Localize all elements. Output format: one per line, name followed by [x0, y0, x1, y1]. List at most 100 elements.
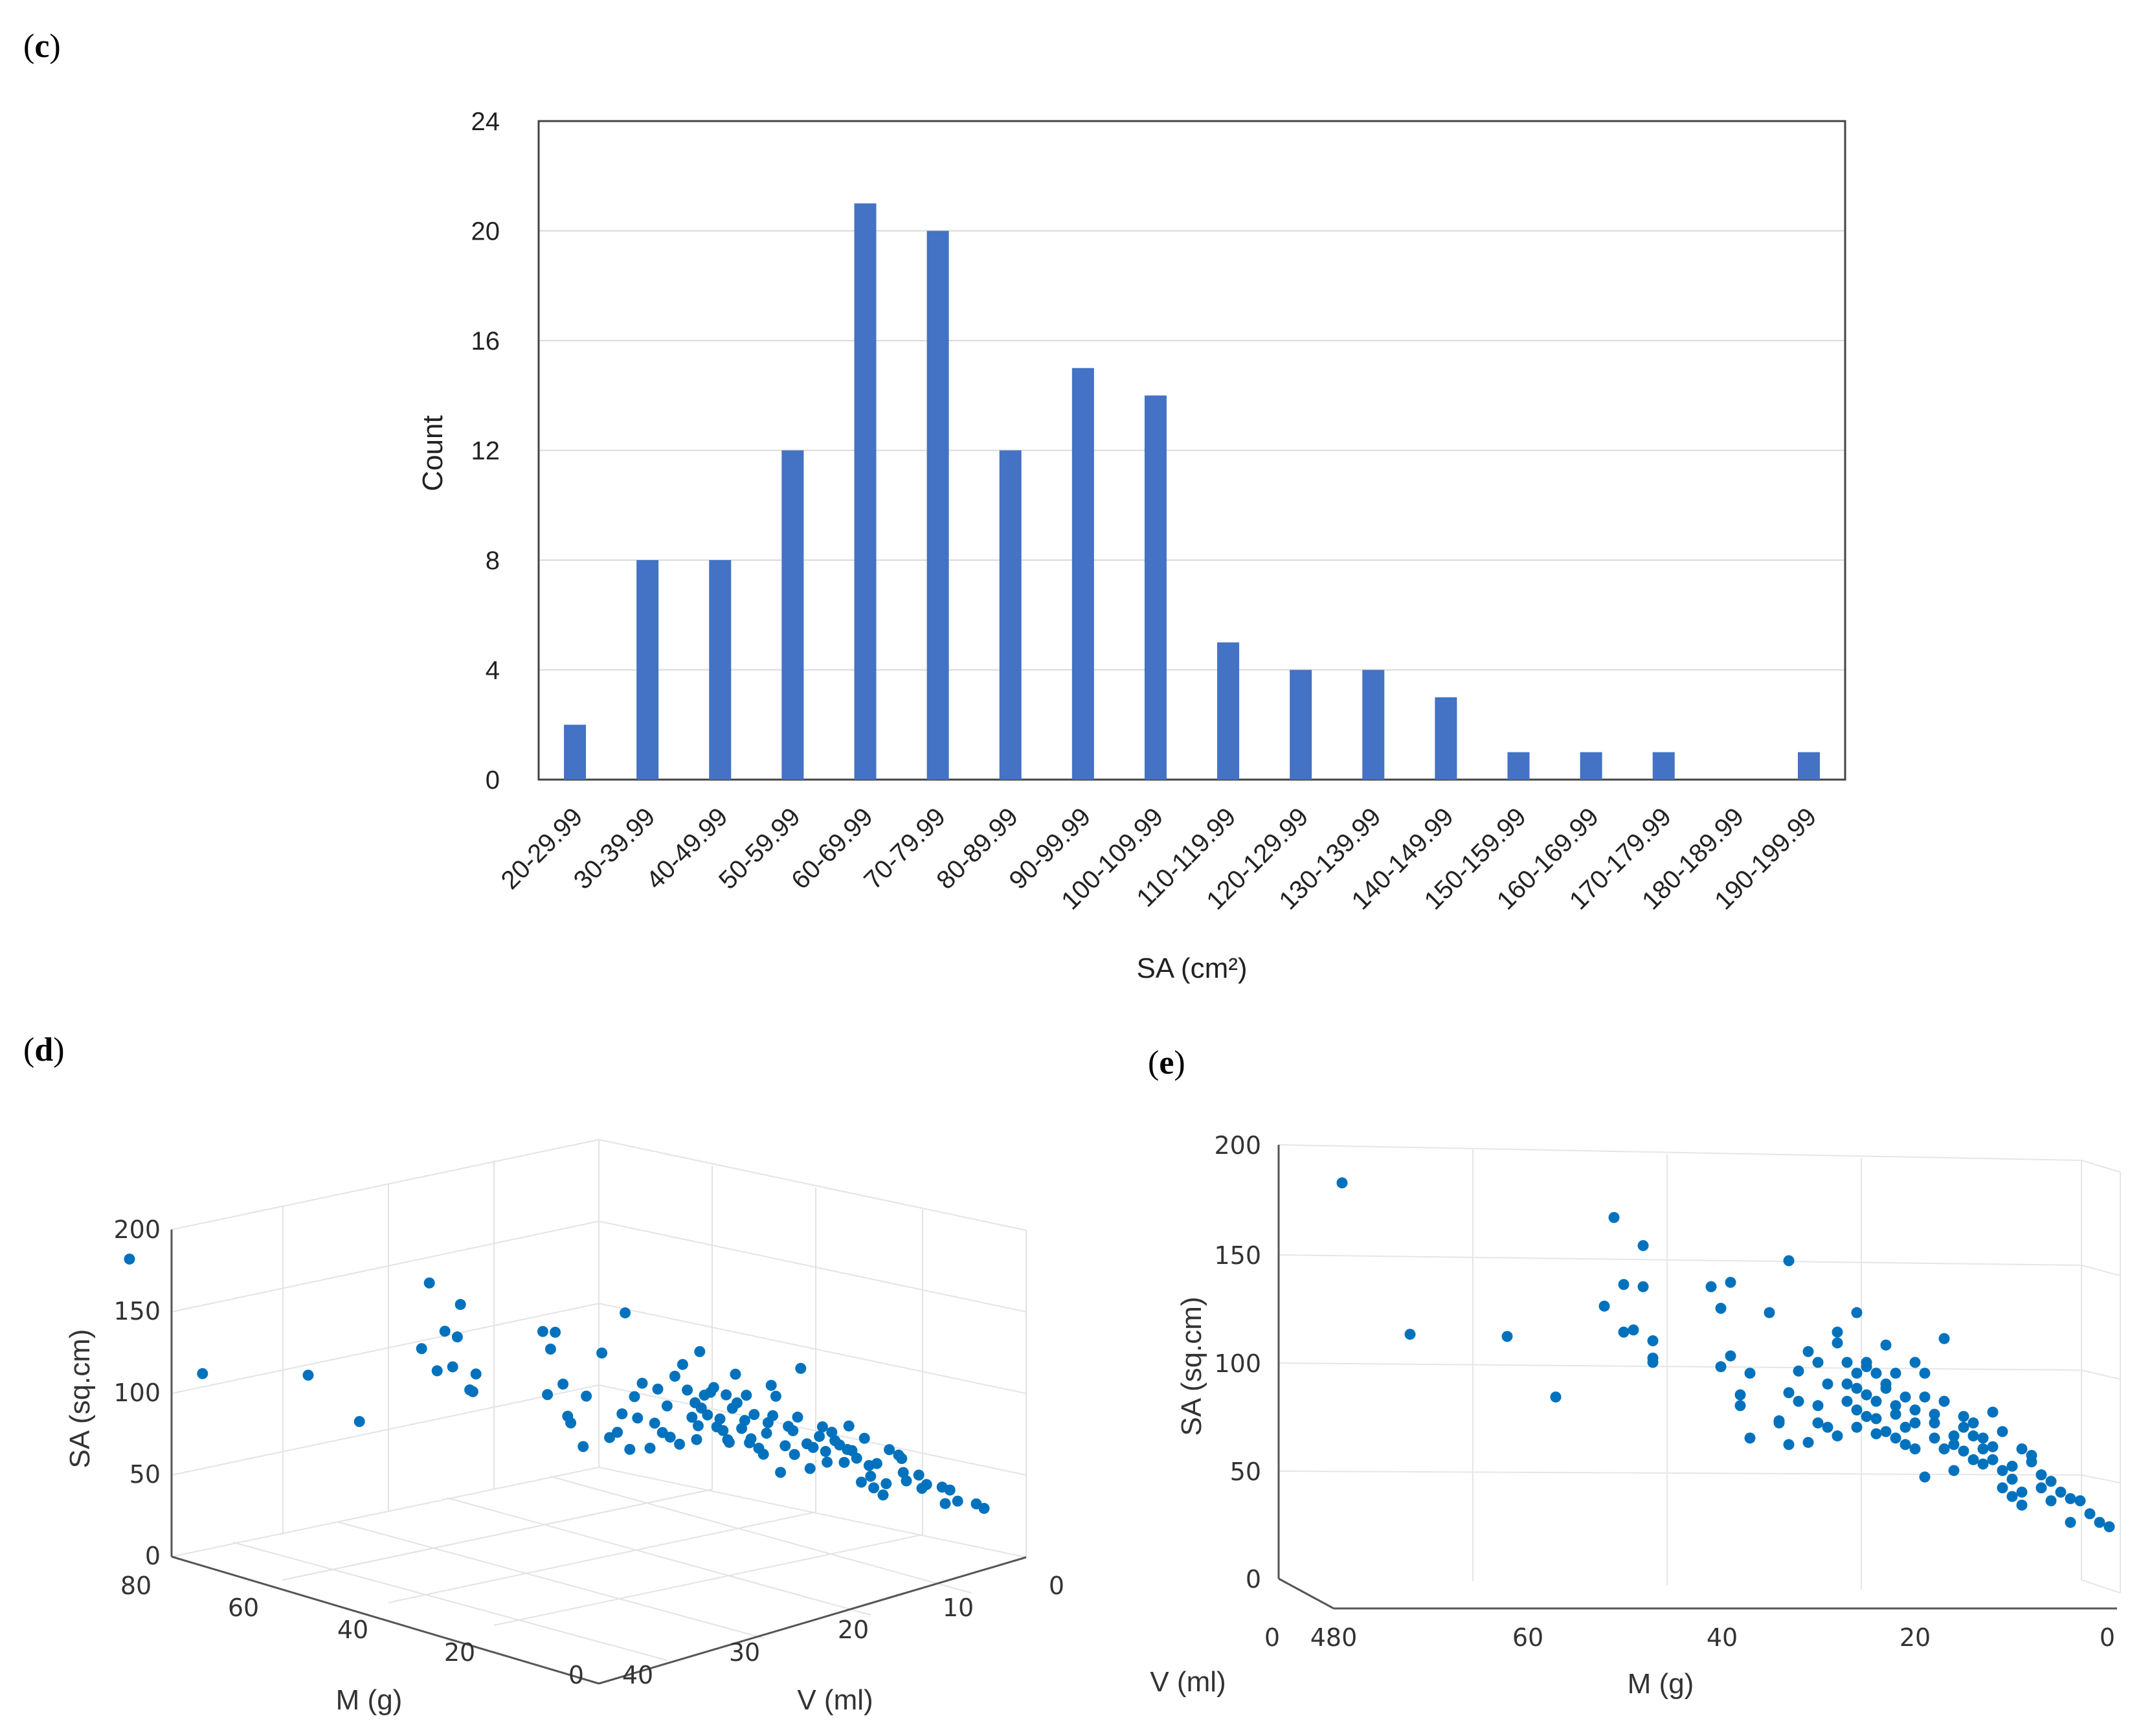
data-point	[1948, 1430, 1960, 1442]
data-point	[454, 1299, 466, 1311]
data-point	[855, 1476, 867, 1488]
data-point	[1997, 1426, 2008, 1437]
data-point	[2055, 1486, 2067, 1498]
x-tick-label: 20	[444, 1638, 475, 1667]
data-point	[745, 1433, 757, 1445]
panel-label-c: (c)	[23, 28, 61, 65]
data-point	[880, 1478, 892, 1489]
y-tick-label: 12	[471, 437, 500, 466]
data-point	[691, 1434, 702, 1445]
y-tick-label: 20	[471, 218, 500, 246]
y-tick-label: 40	[622, 1661, 653, 1689]
data-point	[1637, 1281, 1649, 1292]
data-point	[2094, 1516, 2105, 1528]
data-point	[761, 1427, 772, 1439]
data-point	[1997, 1482, 2008, 1494]
z-tick-label: 150	[1214, 1241, 1261, 1270]
data-point	[838, 1456, 850, 1468]
histogram-y-ticks: 0 4 8 12 16 20 24	[471, 107, 500, 795]
data-point	[944, 1484, 956, 1496]
data-point	[1812, 1417, 1824, 1429]
bar	[781, 450, 804, 780]
data-point	[1880, 1426, 1892, 1437]
data-point	[770, 1390, 781, 1402]
bar	[854, 203, 877, 780]
data-point	[1618, 1279, 1630, 1291]
x-tick-label: 480	[1310, 1623, 1358, 1652]
data-point	[1637, 1240, 1649, 1252]
data-point	[1793, 1365, 1804, 1377]
z-tick-label: 50	[1230, 1458, 1261, 1486]
data-point	[620, 1307, 631, 1318]
x-tick-label: 60	[228, 1594, 259, 1622]
data-point	[1822, 1378, 1833, 1390]
z-tick-label: 0	[145, 1542, 161, 1570]
data-point	[1890, 1400, 1901, 1412]
data-point	[901, 1475, 912, 1487]
data-point	[1870, 1413, 1882, 1425]
data-point	[1598, 1300, 1610, 1312]
data-point	[1929, 1417, 1940, 1429]
data-point	[779, 1440, 791, 1452]
data-point	[1715, 1361, 1727, 1373]
data-point	[1628, 1324, 1639, 1336]
data-point	[612, 1426, 623, 1438]
data-point	[1987, 1454, 1999, 1465]
data-point	[661, 1400, 673, 1412]
scatter-3d-z-axis-title: SA (sq.cm)	[64, 1329, 96, 1468]
data-point	[1919, 1391, 1931, 1403]
data-point	[1822, 1421, 1833, 1433]
data-point	[447, 1361, 458, 1373]
data-point	[604, 1432, 616, 1443]
data-point	[451, 1331, 463, 1343]
data-point	[302, 1370, 314, 1381]
data-point	[822, 1456, 833, 1468]
data-point	[804, 1463, 816, 1474]
data-point	[736, 1423, 748, 1434]
data-point	[694, 1346, 706, 1357]
data-point	[814, 1430, 825, 1442]
data-point	[2035, 1469, 2047, 1481]
data-point	[748, 1408, 760, 1420]
data-point	[1977, 1432, 1989, 1444]
data-point	[723, 1437, 735, 1449]
bar	[1507, 752, 1530, 780]
z-tick-label: 100	[113, 1379, 161, 1407]
data-point	[423, 1277, 435, 1289]
data-point	[674, 1438, 686, 1450]
scatter-side-grid	[1278, 1144, 2121, 1594]
data-point	[1909, 1357, 1921, 1368]
data-point	[2065, 1516, 2076, 1528]
x-tick-label: 0	[568, 1661, 584, 1689]
data-point	[1938, 1333, 1950, 1344]
data-point	[2016, 1486, 2028, 1498]
data-point	[865, 1471, 877, 1482]
data-point	[1764, 1307, 1775, 1318]
data-point	[1793, 1395, 1804, 1407]
data-point	[669, 1370, 680, 1382]
data-point	[439, 1325, 451, 1337]
data-point	[1987, 1406, 1999, 1418]
data-point	[2074, 1495, 2086, 1507]
data-point	[1715, 1303, 1727, 1314]
data-point	[1861, 1389, 1872, 1401]
scatter-side-axes	[1277, 1145, 2117, 1610]
y-tick-label: 8	[486, 547, 500, 575]
data-point	[1919, 1471, 1931, 1483]
z-tick-label: 200	[1214, 1131, 1261, 1160]
data-point	[897, 1467, 909, 1478]
data-point	[1608, 1212, 1620, 1223]
data-point	[1977, 1458, 1989, 1470]
bar	[1362, 670, 1385, 780]
data-point	[1851, 1307, 1863, 1318]
x-tick-label: 0	[2100, 1623, 2115, 1652]
data-point	[664, 1431, 676, 1443]
z-tick-label: 0	[1246, 1565, 1261, 1594]
scatter-3d-axes	[170, 1230, 1027, 1685]
scatter-3d-y-ticks: 40 30 20 10 0	[622, 1572, 1064, 1689]
data-point	[1647, 1352, 1659, 1364]
panel-label-e: (e)	[1148, 1044, 1185, 1081]
data-point	[624, 1443, 636, 1455]
data-point	[1958, 1445, 1969, 1457]
data-point	[1725, 1350, 1736, 1362]
